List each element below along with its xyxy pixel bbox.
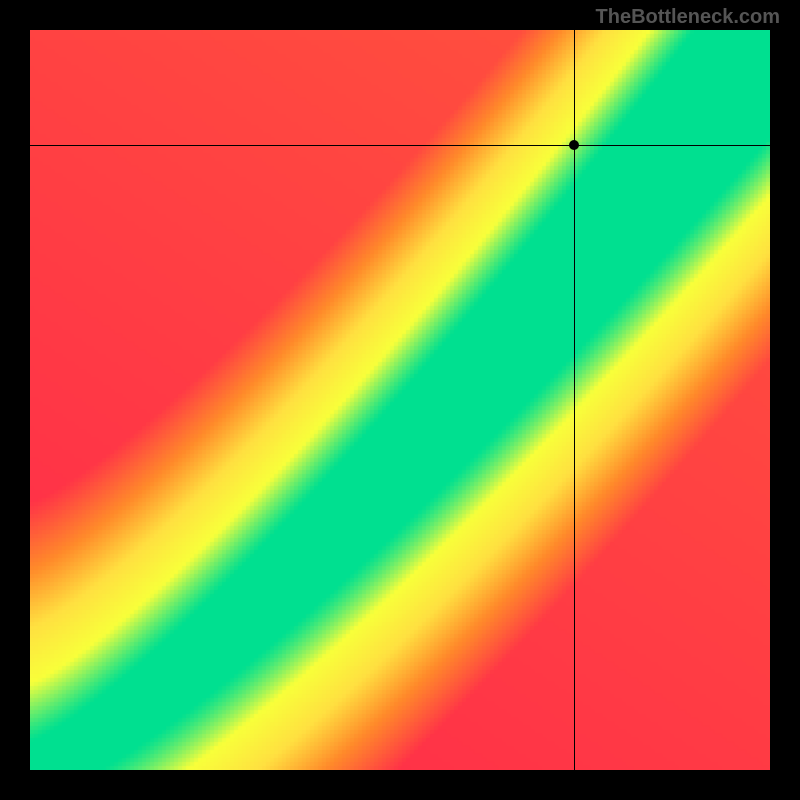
crosshair-marker [569,140,579,150]
crosshair-horizontal [30,145,770,146]
watermark-text: TheBottleneck.com [596,6,780,29]
heatmap-plot [30,30,770,770]
heatmap-canvas [30,30,770,770]
